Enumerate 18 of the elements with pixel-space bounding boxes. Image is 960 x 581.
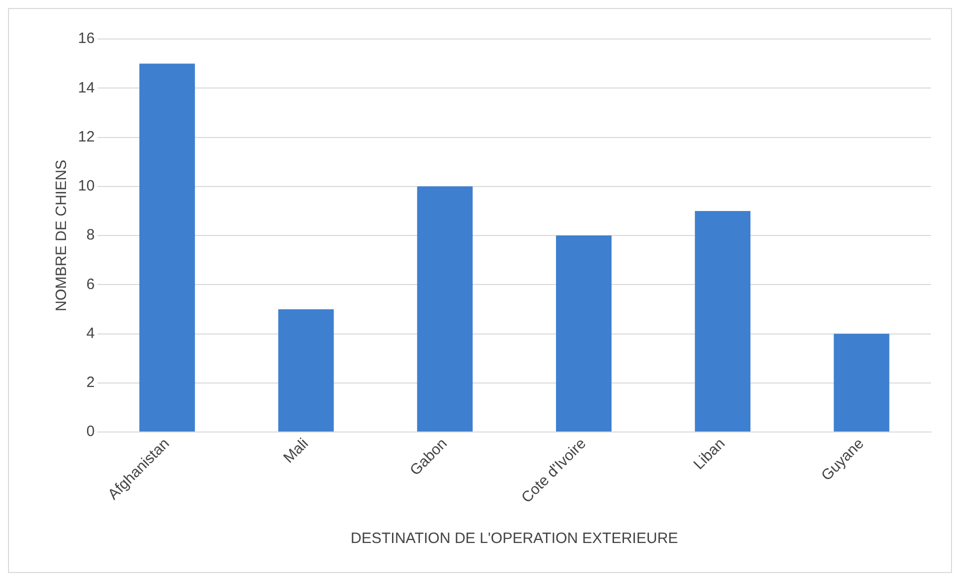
y-tick-label: 16 — [78, 30, 95, 48]
bar — [834, 334, 890, 432]
y-axis-title: NOMBRE DE CHIENS — [53, 160, 70, 312]
y-tick-label: 4 — [86, 324, 95, 342]
x-axis-title: DESTINATION DE L'OPERATION EXTERIEURE — [350, 530, 678, 548]
bar — [278, 309, 334, 432]
y-tick-label: 8 — [86, 226, 95, 244]
bar — [417, 186, 473, 432]
y-tick-label: 10 — [78, 178, 95, 195]
y-tick-label: 14 — [78, 79, 95, 96]
y-tick-label: 2 — [86, 374, 95, 392]
bar — [694, 210, 750, 432]
bar — [139, 64, 195, 432]
y-tick-label: 12 — [78, 128, 95, 146]
y-tick-label: 6 — [86, 276, 95, 293]
y-tick-label: 0 — [86, 423, 95, 440]
x-tick-label: Mali — [280, 435, 312, 467]
bar — [556, 236, 612, 432]
